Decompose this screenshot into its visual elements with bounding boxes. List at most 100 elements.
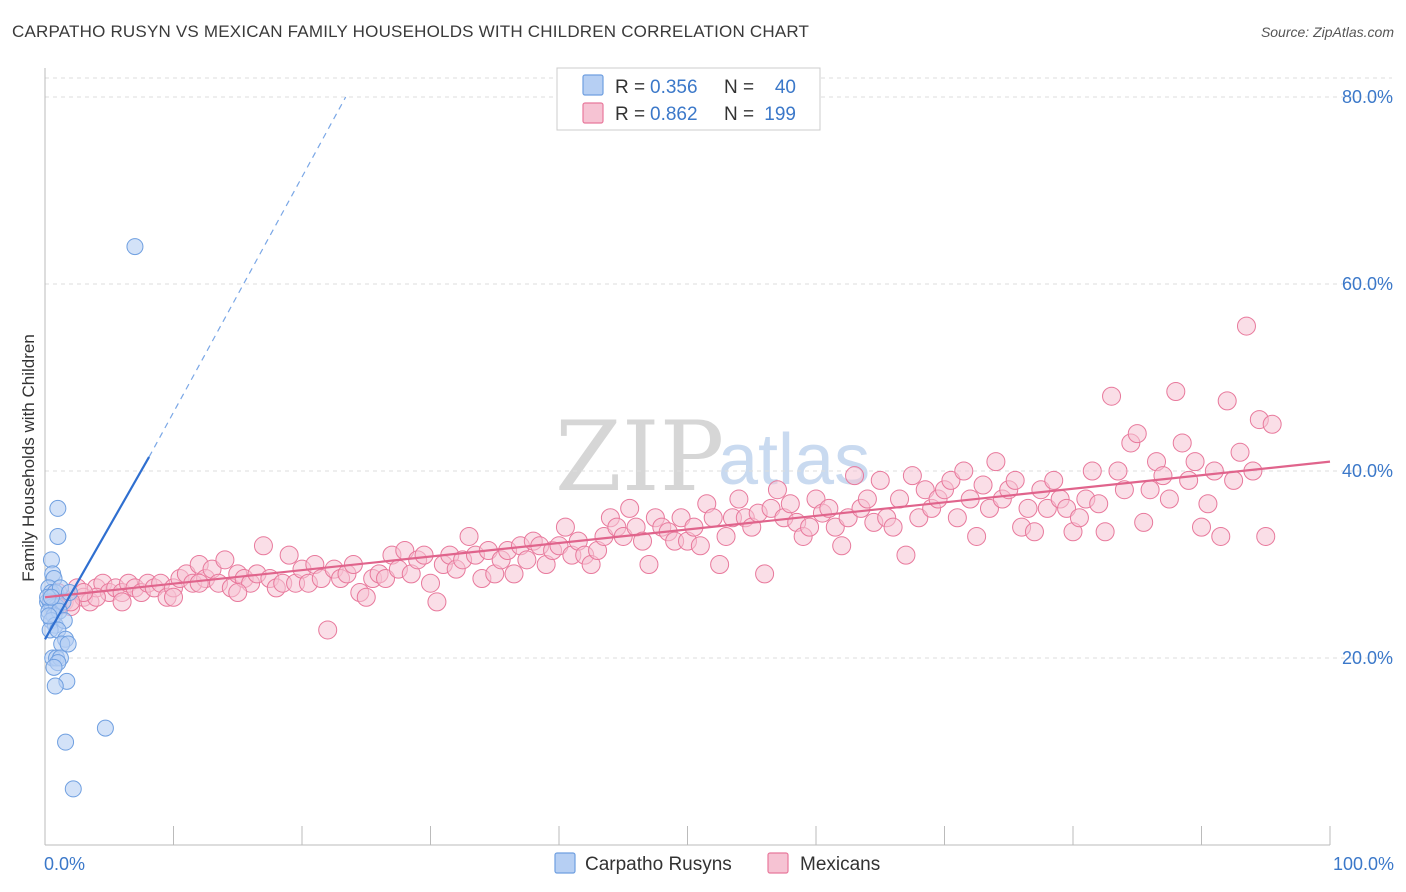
mexicans-point <box>819 498 839 518</box>
mexicans-point <box>1108 461 1128 481</box>
mexicans-point <box>549 536 569 556</box>
watermark-atlas: atlas <box>718 420 870 500</box>
mexicans-point <box>1114 480 1134 500</box>
carpatho-rusyns-point <box>126 238 144 256</box>
watermark-zip: ZIP <box>555 401 724 513</box>
mexicans-point <box>947 508 967 528</box>
carpatho-rusyns-point <box>57 733 75 751</box>
mexicans-point <box>729 489 749 509</box>
mexicans-point <box>620 498 640 518</box>
legend-n-label-1: N = <box>724 77 754 98</box>
x-tick-label-max: 100.0% <box>1333 854 1394 874</box>
mexicans-point <box>780 494 800 514</box>
mexicans-point <box>427 592 447 612</box>
mexicans-point <box>253 536 273 556</box>
mexicans-point <box>690 536 710 556</box>
mexicans-trend-line <box>44 460 1331 599</box>
legend-swatch-pink <box>582 102 604 124</box>
carpatho-rusyns-point <box>59 635 77 653</box>
series-swatch-mexicans <box>767 852 789 874</box>
mexicans-point <box>1024 522 1044 542</box>
mexicans-point <box>1044 470 1064 490</box>
carpatho-rusyns-point <box>64 780 82 798</box>
mexicans-point <box>1153 466 1173 486</box>
mexicans-point <box>857 489 877 509</box>
y-tick-label: 20.0% <box>1342 648 1393 668</box>
mexicans-point <box>703 508 723 528</box>
y-tick-label: 80.0% <box>1342 87 1393 107</box>
mexicans-point <box>1224 470 1244 490</box>
mexicans-point <box>710 555 730 574</box>
mexicans-point <box>909 508 929 528</box>
mexicans-point <box>1102 386 1122 406</box>
mexicans-points <box>41 316 1282 640</box>
y-tick-labels: 20.0% 40.0% 60.0% 80.0% <box>1342 87 1393 668</box>
carpatho-rusyns-point <box>96 719 114 737</box>
watermark: ZIP atlas <box>555 401 870 513</box>
mexicans-point <box>112 592 132 612</box>
series-label-mexicans: Mexicans <box>800 854 880 875</box>
chart-title: CARPATHO RUSYN VS MEXICAN FAMILY HOUSEHO… <box>12 22 810 41</box>
legend-r-label-1: R = <box>615 77 645 98</box>
carpatho-rusyns-point <box>49 499 67 517</box>
legend-n-value-2: 199 <box>764 104 796 125</box>
mexicans-point <box>517 550 537 570</box>
carpatho-rusyns-point <box>49 527 67 545</box>
mexicans-point <box>800 517 820 537</box>
mexicans-point <box>639 555 659 574</box>
x-axis-ticks <box>173 826 1331 845</box>
carpatho-rusyns-point <box>42 551 60 569</box>
mexicans-point <box>356 587 376 607</box>
carpatho-rusyns-point <box>46 677 64 695</box>
mexicans-point <box>414 545 434 565</box>
carpatho-rusyns-point <box>40 607 58 625</box>
mexicans-point <box>671 508 691 528</box>
mexicans-point <box>1159 489 1179 509</box>
mexicans-point <box>215 550 235 570</box>
mexicans-point <box>1179 470 1199 490</box>
legend-r-value-1: 0.356 <box>650 77 698 98</box>
mexicans-point <box>1198 494 1218 514</box>
legend-r-value-2: 0.862 <box>650 104 698 125</box>
series-label-carpatho-rusyns: Carpatho Rusyns <box>585 854 732 875</box>
mexicans-point <box>941 470 961 490</box>
legend-n-label-2: N = <box>724 104 754 125</box>
mexicans-point <box>1140 480 1160 500</box>
mexicans-point <box>1005 470 1025 490</box>
mexicans-point <box>228 583 248 603</box>
mexicans-point <box>1082 461 1102 481</box>
mexicans-point <box>967 526 987 546</box>
mexicans-point <box>1095 522 1115 542</box>
legend-r-label-2: R = <box>615 104 645 125</box>
mexicans-point <box>1192 517 1211 537</box>
mexicans-point <box>279 545 299 565</box>
mexicans-point <box>755 564 775 584</box>
trend-lines <box>44 96 1331 640</box>
mexicans-point <box>870 470 890 490</box>
mexicans-point <box>1134 512 1154 532</box>
mexicans-point <box>1230 442 1250 462</box>
mexicans-point <box>164 587 183 607</box>
mexicans-point <box>1057 498 1077 518</box>
mexicans-point <box>555 517 575 537</box>
mexicans-point <box>1031 480 1051 500</box>
mexicans-point <box>767 480 787 500</box>
mexicans-point <box>1037 498 1057 518</box>
stats-legend: R = 0.356 N = 40 R = 0.862 N = 199 <box>556 67 821 131</box>
mexicans-point <box>1236 316 1256 336</box>
mexicans-point <box>986 452 1006 472</box>
mexicans-point <box>1211 526 1231 546</box>
mexicans-point <box>1172 433 1192 453</box>
mexicans-point <box>896 545 916 565</box>
carpatho-rusyns-trend-line <box>44 456 151 640</box>
mexicans-point <box>845 466 865 486</box>
mexicans-point <box>318 620 338 640</box>
carpatho-rusyns-points <box>39 238 144 798</box>
y-axis-label: Family Households with Children <box>19 334 38 582</box>
mexicans-point <box>973 475 993 495</box>
mexicans-point <box>979 498 999 518</box>
mexicans-point <box>1204 461 1224 481</box>
mexicans-point <box>1166 382 1186 402</box>
mexicans-point <box>1217 391 1237 411</box>
